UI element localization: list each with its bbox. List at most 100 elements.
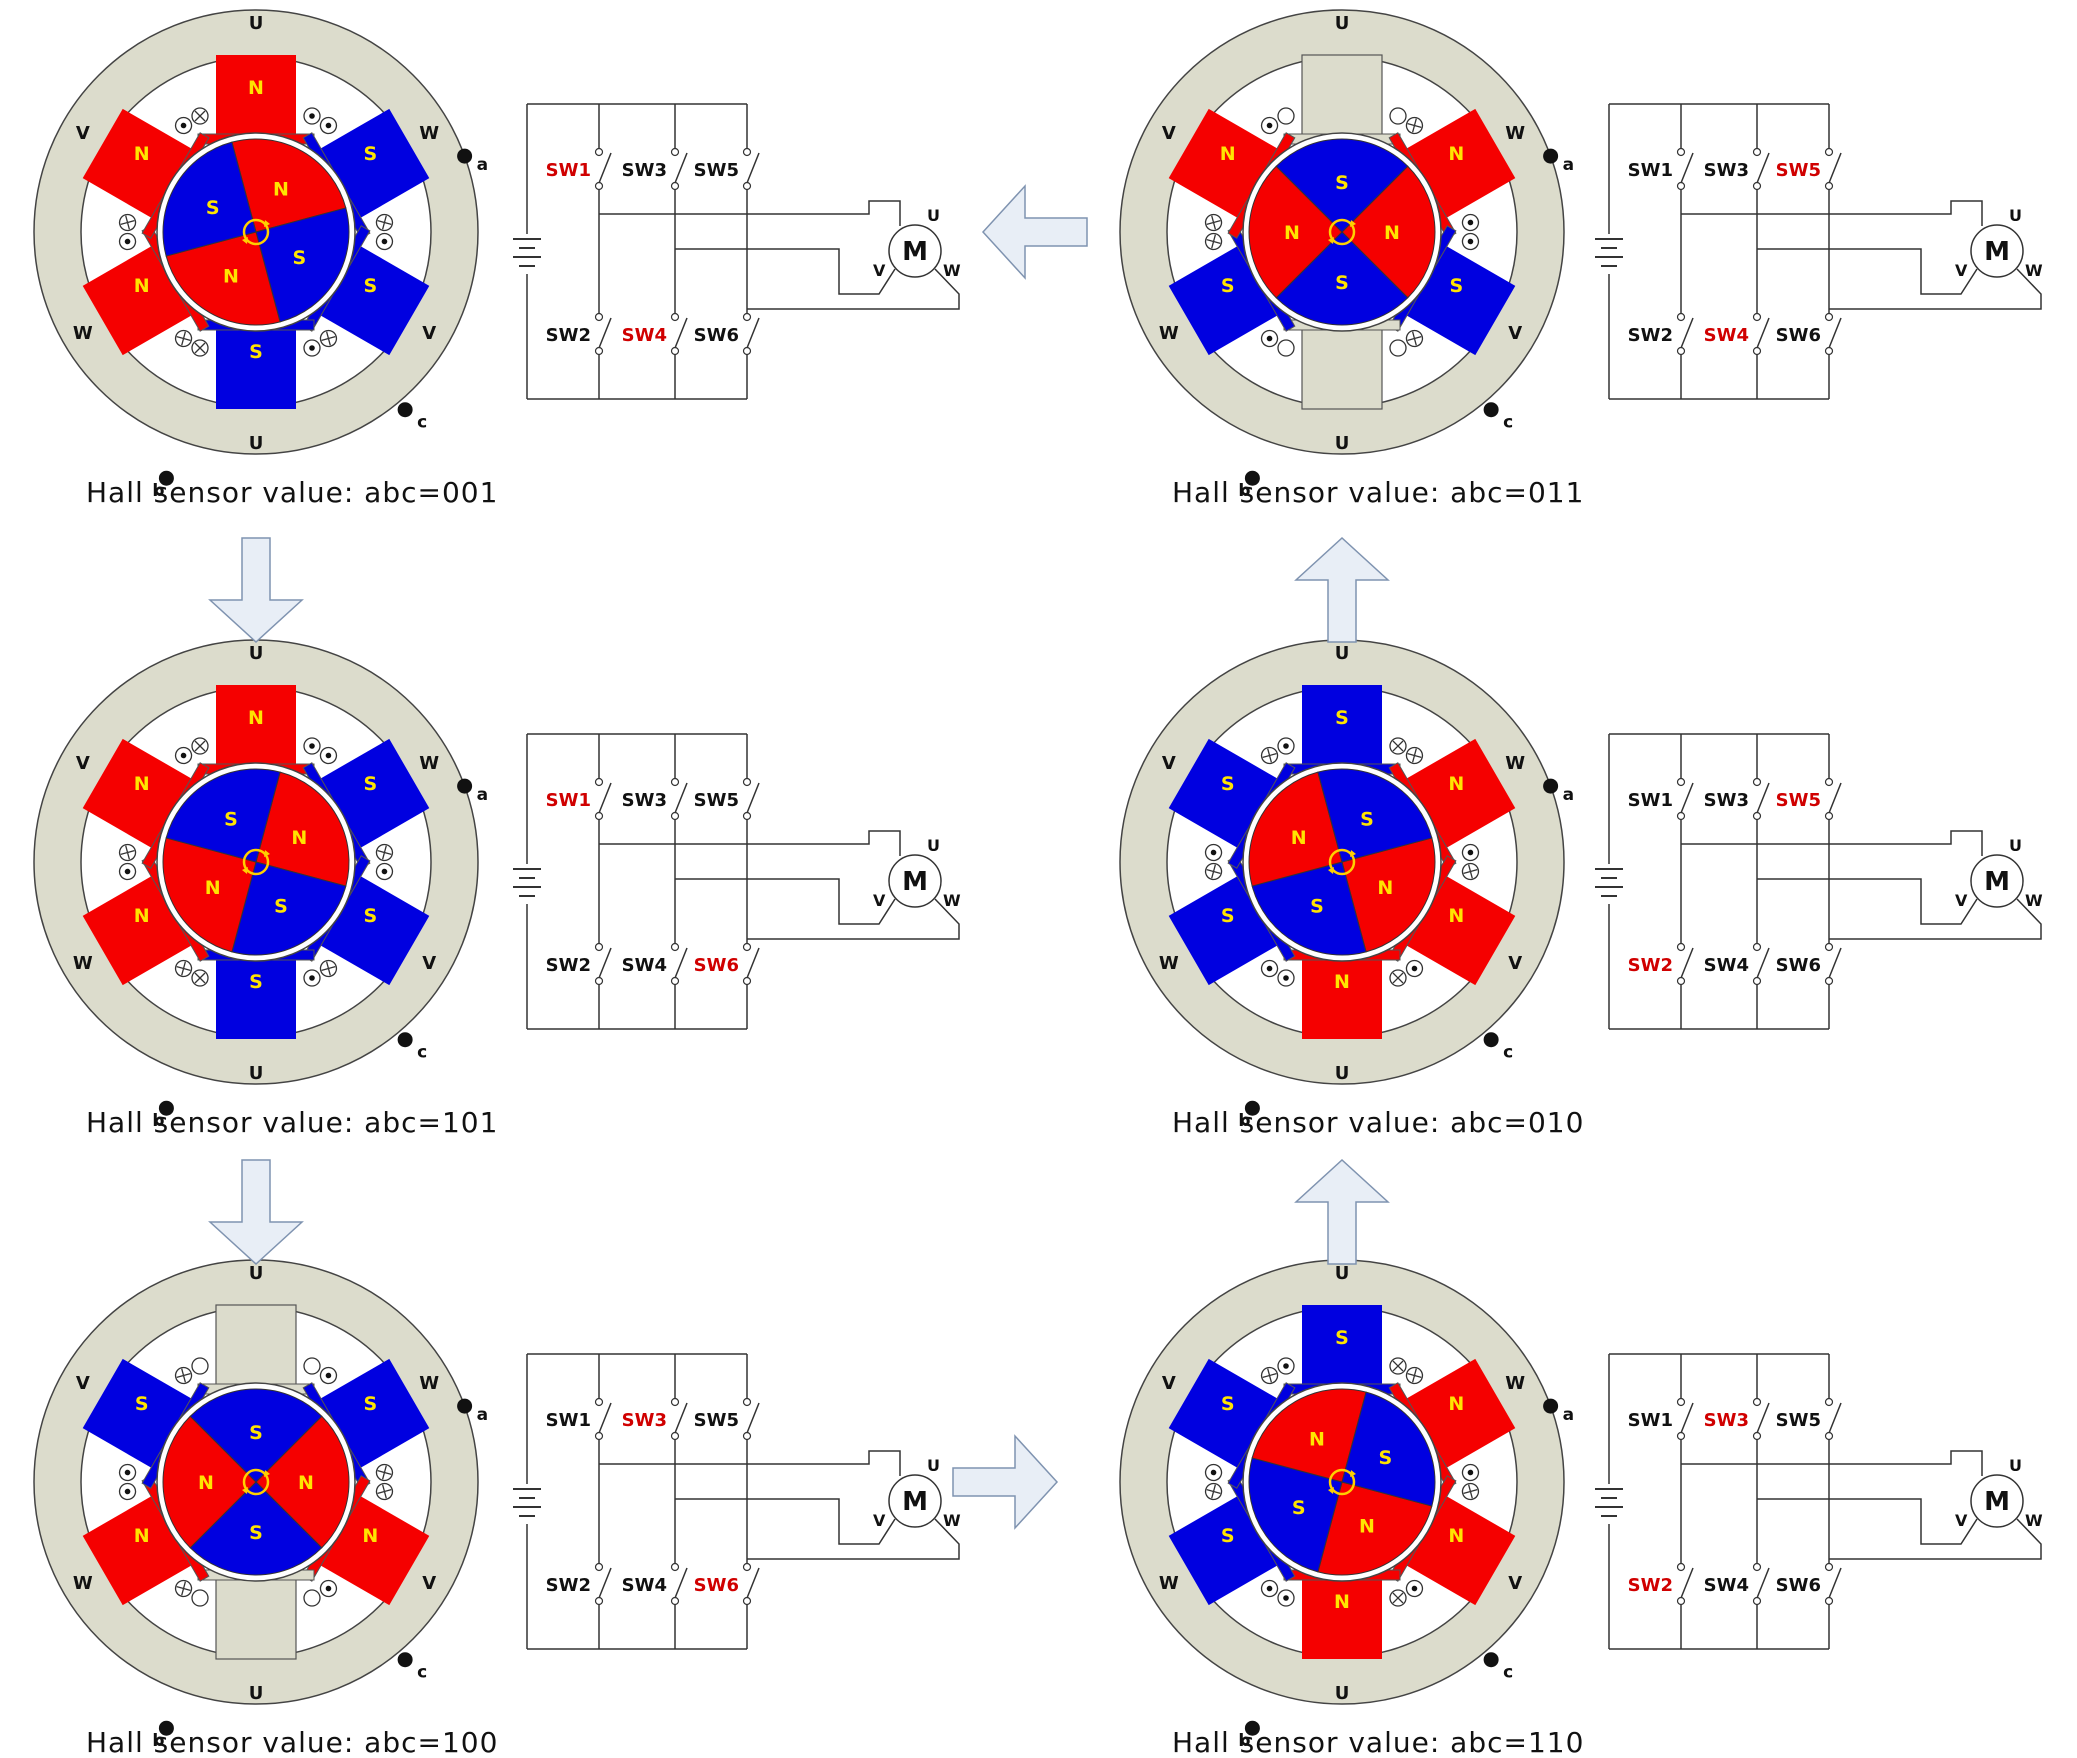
phase-label-u: U [249, 1063, 264, 1084]
rotation-arrow-head [1328, 220, 1356, 244]
switch-label-sw3: SW3 [622, 790, 667, 811]
pole-label-v: S [135, 1393, 149, 1415]
phase-label-v: V [422, 323, 436, 344]
hall-sensor-b [1244, 470, 1260, 486]
dot-mark [1210, 1469, 1217, 1476]
stator-pole-u [215, 1304, 297, 1389]
switch-label-sw5: SW5 [1776, 1410, 1821, 1431]
conductor-dot-icon [1389, 107, 1407, 125]
stator-pole-u [1302, 1576, 1382, 1659]
state-caption: Hall sensor value: abc=001 [86, 476, 498, 509]
stator-pole-u [1302, 685, 1382, 768]
cross-mark [377, 1484, 392, 1499]
switch-icon [1680, 782, 1694, 814]
hall-sensor-b [158, 470, 174, 486]
rotor-pole-label: N [291, 827, 307, 849]
phase-wire-v [675, 248, 896, 295]
dot-mark [1467, 1469, 1474, 1476]
phase-label-v: V [76, 1373, 90, 1394]
motor-symbol [888, 854, 942, 908]
pole-label-w: N [134, 905, 150, 927]
rotor-sector [1251, 861, 1367, 956]
motor-symbol [1970, 854, 2024, 908]
switch-icon [674, 152, 688, 184]
rotor-sector [162, 141, 257, 257]
rotor-sector [189, 1481, 323, 1576]
switch-label-sw1: SW1 [1628, 1410, 1673, 1431]
motor-label: M [1984, 1487, 2010, 1517]
switch-label-sw2: SW2 [546, 1575, 591, 1596]
switch-contact [1752, 147, 1762, 157]
terminal-label-v: V [873, 261, 886, 280]
dot-mark [1266, 1585, 1273, 1592]
switch-label-sw4: SW4 [622, 955, 667, 976]
switch-icon [746, 947, 760, 979]
rotation-arrow-icon [1328, 848, 1356, 876]
hall-sensor-label-b: b [1238, 1111, 1250, 1131]
rotor-pole-label: N [1309, 1429, 1325, 1451]
hall-sensor-label-a: a [477, 1405, 488, 1425]
switch-icon [1680, 317, 1694, 349]
dot-mark [1467, 219, 1474, 226]
stator-pole-u [216, 55, 296, 138]
rotor-pole-label: S [1378, 1447, 1392, 1469]
stator-pole-u [1301, 54, 1383, 139]
dot-mark [1467, 849, 1474, 856]
phase-wire-v [1757, 878, 1978, 925]
hall-sensor-a [1543, 1398, 1559, 1414]
switch-label-sw6: SW6 [1776, 325, 1821, 346]
rotor-pole-label: S [224, 809, 238, 831]
cross-mark [1262, 748, 1277, 763]
rotor-sector [1341, 165, 1436, 299]
switch-contact [594, 777, 604, 787]
hall-sensor-label-c: c [1503, 413, 1513, 433]
hall-sensor-label-b: b [152, 1731, 164, 1751]
rotor-sector [162, 837, 257, 953]
switch-contact [1676, 346, 1686, 356]
switch-contact [742, 312, 752, 322]
switch-contact [742, 942, 752, 952]
state-caption: Hall sensor value: abc=010 [1172, 1106, 1584, 1139]
phase-wire-u [599, 200, 901, 226]
switch-icon [746, 317, 760, 349]
flow-arrow-icon [208, 1159, 304, 1266]
rotor-sector [1341, 837, 1436, 953]
switch-icon [1680, 1567, 1694, 1599]
switch-icon [1756, 1402, 1770, 1434]
phase-label-v: V [76, 123, 90, 144]
switch-contact [1752, 181, 1762, 191]
dc-rail [526, 1353, 747, 1650]
phase-label-w: W [1505, 1373, 1525, 1394]
hall-sensor-c [397, 402, 413, 418]
switch-contact [670, 147, 680, 157]
dot-mark [1266, 335, 1273, 342]
phase-label-v: V [1508, 953, 1522, 974]
switch-label-sw2: SW2 [546, 325, 591, 346]
state-panel: NSSSNNUWVUWVNSNSacbSW1SW2SW3SW4SW5SW6MUV… [33, 9, 961, 509]
switch-icon [674, 947, 688, 979]
hall-sensor-label-a: a [1563, 785, 1574, 805]
switch-label-sw6: SW6 [1776, 955, 1821, 976]
switch-contact [1676, 811, 1686, 821]
switch-contact [742, 147, 752, 157]
switch-label-sw1: SW1 [1628, 790, 1673, 811]
phase-label-v: V [1162, 1373, 1176, 1394]
rotor-pole-label: N [1284, 222, 1300, 244]
switch-icon [1828, 317, 1842, 349]
switch-contact [1752, 811, 1762, 821]
switch-contact [594, 942, 604, 952]
rotor-pole-label: N [298, 1472, 314, 1494]
switch-icon [674, 1402, 688, 1434]
switch-icon [598, 1567, 612, 1599]
conductor-cross-icon [303, 1589, 321, 1607]
pole-label-v: S [363, 905, 377, 927]
phase-label-u: U [249, 643, 264, 664]
cross-mark [1407, 118, 1422, 133]
arrow-shape [208, 1159, 304, 1266]
terminal-label-u: U [927, 1456, 940, 1475]
phase-label-u: U [1335, 1683, 1350, 1704]
hall-sensor-label-b: b [152, 481, 164, 501]
switch-label-sw5: SW5 [694, 790, 739, 811]
stator-tooth-u: N [1277, 949, 1407, 1039]
